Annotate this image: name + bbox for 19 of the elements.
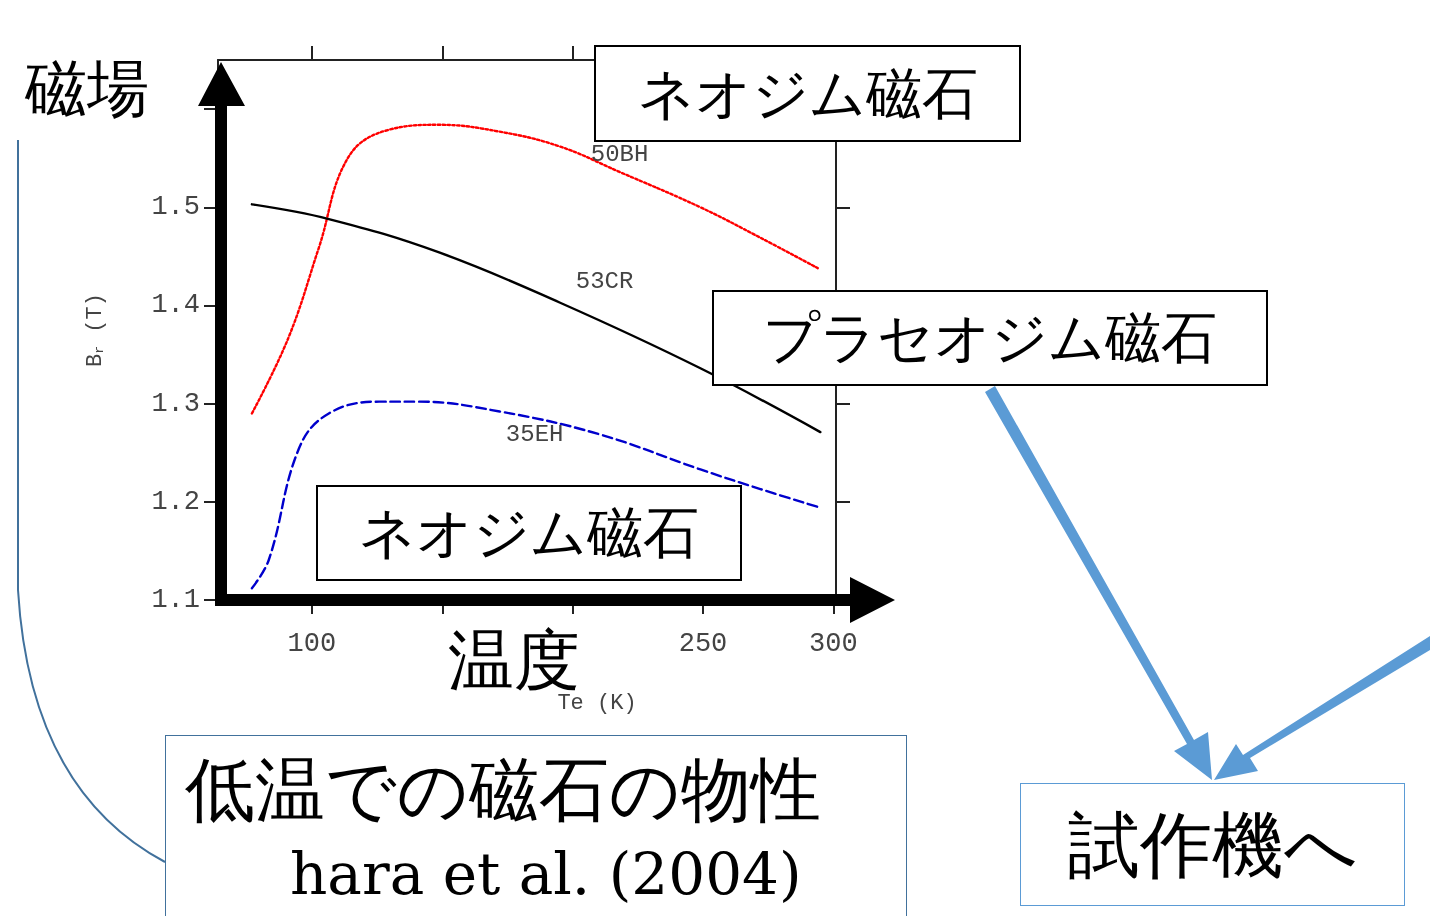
series-label: 50BH (590, 141, 649, 169)
series-label: 53CR (575, 268, 634, 296)
annotation: ネオジム磁石 (594, 45, 1021, 142)
text: hara et al. (2004) (290, 840, 802, 908)
text: 磁場 (25, 52, 149, 125)
x-tick-label: 100 (287, 628, 337, 659)
annotation: プラセオジム磁石 (712, 290, 1268, 386)
y-tick-label: 1.4 (151, 290, 200, 321)
y-tick-label: 1.1 (151, 585, 200, 615)
y-tick-label: 1.3 (151, 388, 200, 419)
text: 試作機へ (1020, 783, 1405, 906)
text: 低温での磁石の物性 (185, 749, 821, 831)
annotation: ネオジム磁石 (316, 485, 742, 581)
x-tick-label: 300 (809, 628, 858, 659)
y-axis-title: Br (T) (82, 293, 108, 367)
series-label: 35EH (505, 420, 564, 448)
y-tick-label: 1.2 (151, 486, 200, 517)
y-tick-label: 1.5 (151, 192, 200, 223)
x-tick-label: 250 (678, 628, 728, 659)
